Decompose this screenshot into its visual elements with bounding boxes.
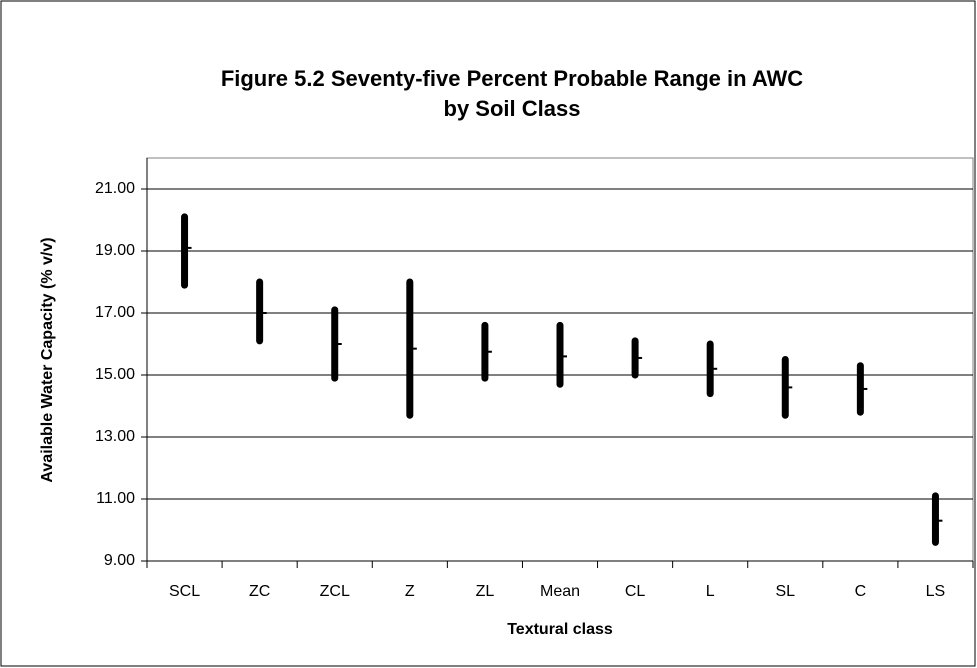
chart-title: by Soil Class	[444, 96, 581, 121]
x-tick-label: Z	[405, 583, 415, 600]
chart-title: Figure 5.2 Seventy-five Percent Probable…	[221, 66, 803, 91]
x-tick-label: SCL	[169, 583, 200, 600]
x-axis-title: Textural class	[507, 621, 613, 638]
x-tick-label: C	[855, 583, 867, 600]
x-tick-label: L	[706, 583, 715, 600]
y-tick-label: 9.00	[104, 552, 135, 569]
y-tick-label: 21.00	[95, 180, 135, 197]
y-tick-label: 15.00	[95, 366, 135, 383]
y-tick-label: 19.00	[95, 242, 135, 259]
x-tick-label: Mean	[540, 583, 580, 600]
y-tick-label: 13.00	[95, 428, 135, 445]
x-tick-label: ZL	[476, 583, 495, 600]
x-tick-label: SL	[775, 583, 795, 600]
x-tick-label: CL	[625, 583, 646, 600]
y-axis-title: Available Water Capacity (% v/v)	[39, 237, 56, 482]
y-tick-label: 17.00	[95, 304, 135, 321]
x-tick-label: LS	[926, 583, 946, 600]
y-tick-label: 11.00	[96, 490, 135, 507]
x-tick-label: ZC	[249, 583, 270, 600]
x-tick-label: ZCL	[320, 583, 350, 600]
